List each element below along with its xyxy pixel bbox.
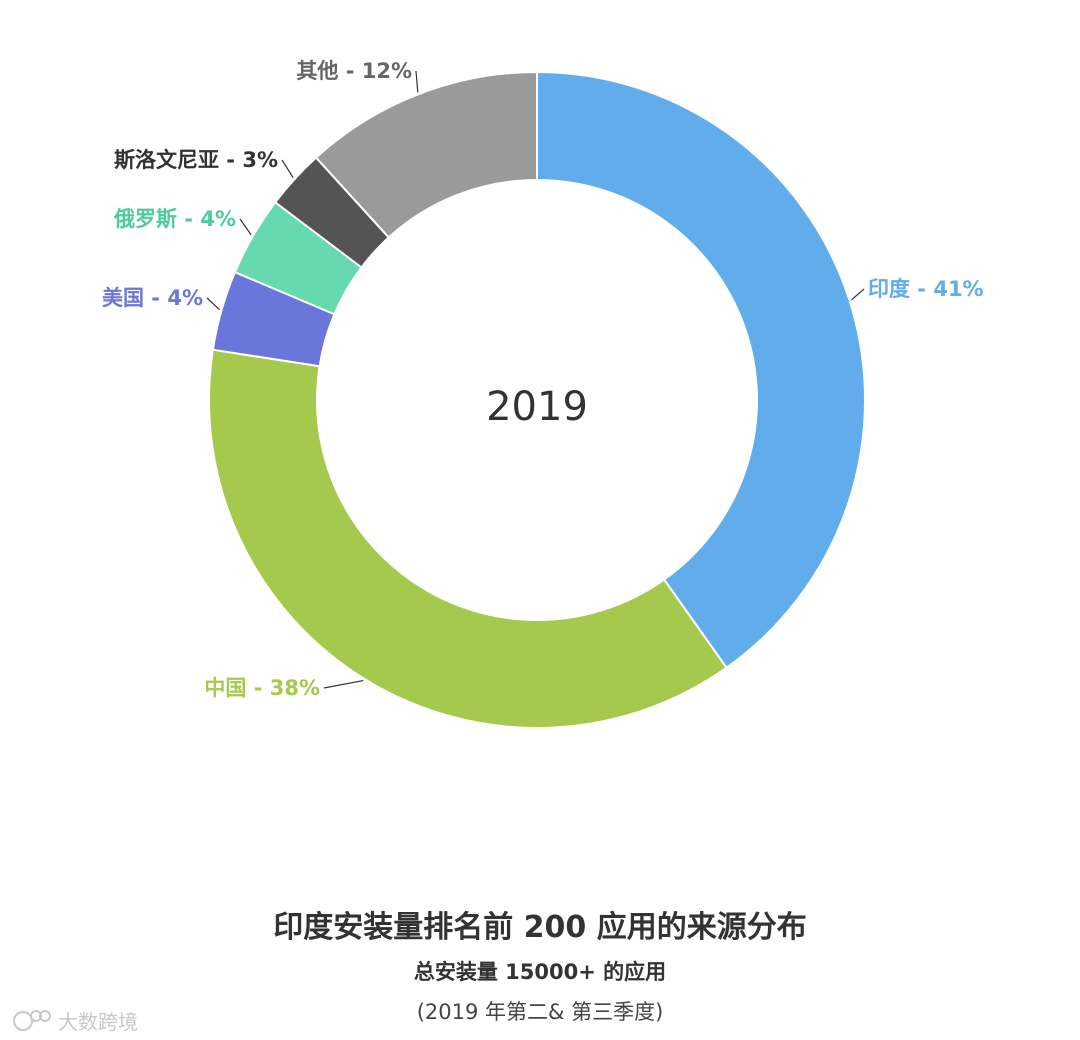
chart-period-note: (2019 年第二& 第三季度) — [416, 1000, 664, 1024]
donut-chart: 印度 - 41% 中国 - 38% 美国 - 4% 俄罗斯 - 4% 斯洛文尼亚 - 3… — [102, 59, 984, 729]
leader-lines — [206, 70, 865, 689]
watermark-text: 大数跨境 — [58, 1010, 138, 1034]
leader-line-1 — [323, 679, 364, 689]
slice-label-3: 俄罗斯 - 4% — [113, 207, 236, 231]
center-year-label: 2019 — [486, 384, 588, 430]
leader-line-5 — [415, 70, 419, 93]
slice-label-2: 美国 - 4% — [102, 286, 203, 310]
chart-title: 印度安装量排名前 200 应用的来源分布 — [273, 910, 807, 945]
slice-label-5: 其他 - 12% — [296, 59, 412, 83]
leader-line-2 — [206, 297, 221, 311]
slice-label-0: 印度 - 41% — [868, 277, 984, 301]
brand-logo-icon — [13, 1009, 51, 1031]
watermark: 大数跨境 — [12, 1006, 138, 1035]
slice-5 — [314, 70, 538, 239]
leader-line-0 — [851, 288, 865, 301]
chart-subtitle: 总安装量 15000+ 的应用 — [413, 960, 667, 984]
slice-0 — [536, 70, 866, 670]
slice-label-1: 中国 - 38% — [204, 676, 320, 700]
leader-line-3 — [239, 218, 252, 236]
donut-slices — [208, 70, 866, 729]
slice-1 — [208, 348, 728, 729]
slice-labels: 印度 - 41% 中国 - 38% 美国 - 4% 俄罗斯 - 4% 斯洛文尼亚 - 3… — [102, 59, 984, 700]
leader-line-4 — [281, 159, 294, 179]
slice-label-4: 斯洛文尼亚 - 3% — [114, 148, 278, 172]
